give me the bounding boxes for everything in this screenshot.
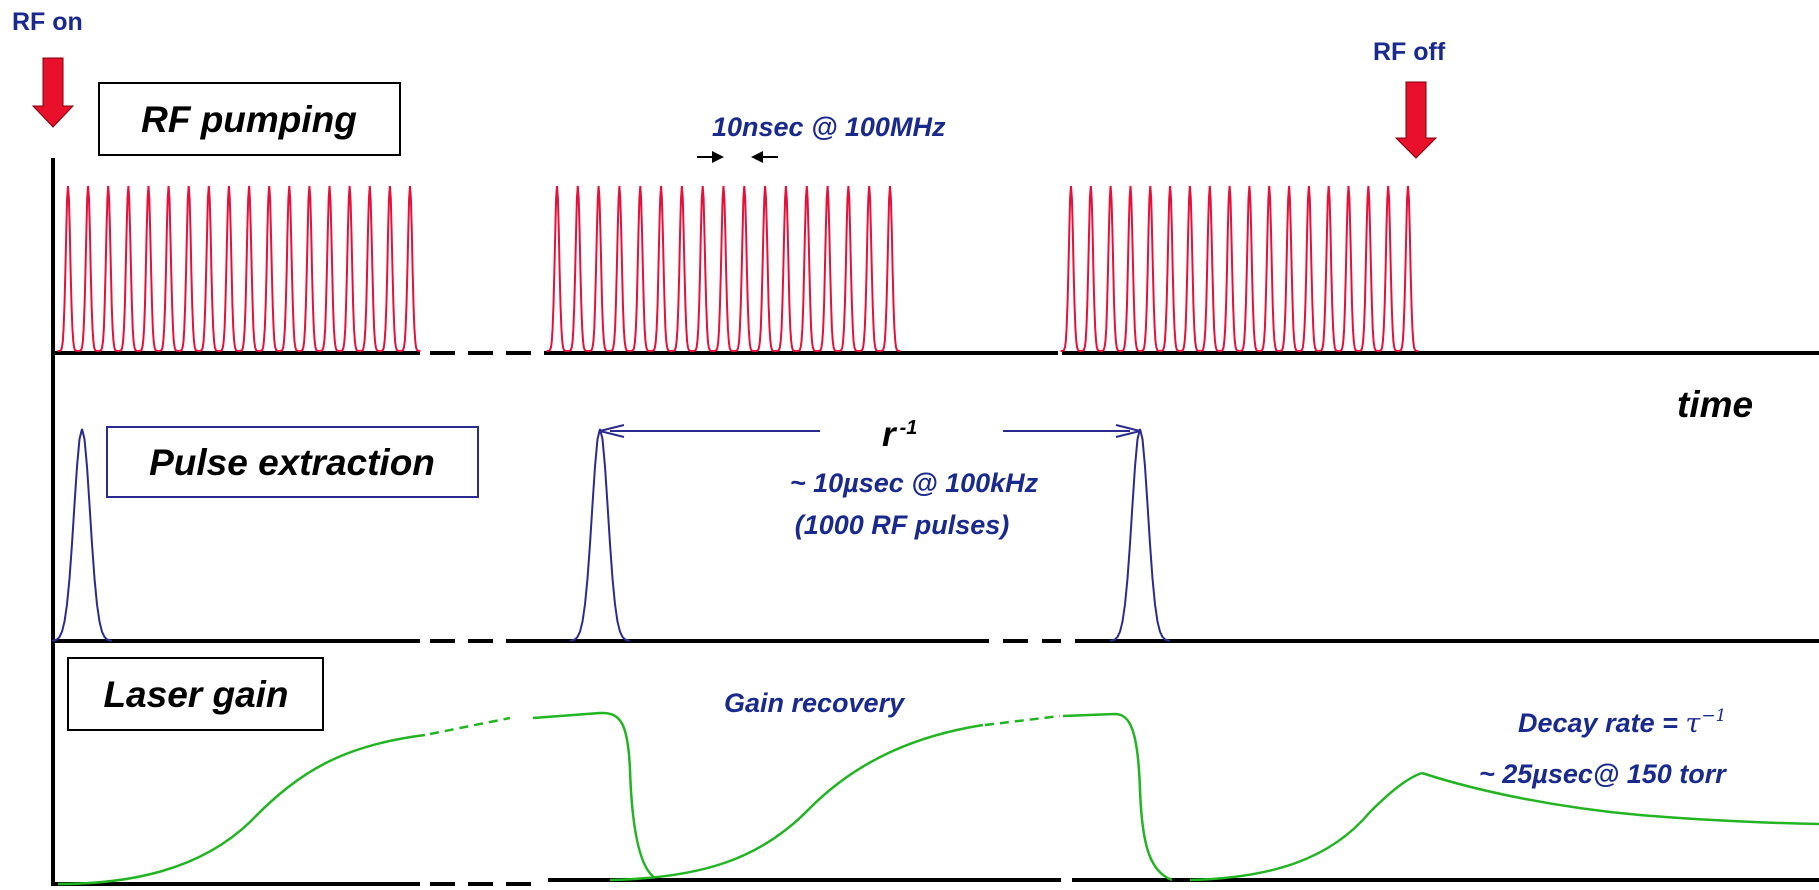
rf-pulse-train-3 [1060, 185, 1419, 352]
rf-pulse [399, 185, 421, 352]
rf-pulse [588, 185, 610, 352]
rf-pumping-label: RF pumping [141, 99, 357, 140]
decay-rate-exponent: −1 [1701, 706, 1726, 726]
rf-pulse-train-2 [546, 185, 901, 352]
rf-pulse [298, 185, 320, 352]
rf-pulse [796, 185, 818, 352]
rf-pulse [837, 185, 859, 352]
gain-curve [57, 711, 1819, 886]
rf-pulse [1258, 185, 1280, 352]
rf-pulse [1080, 185, 1102, 352]
rf-pulse [546, 185, 568, 352]
rf-pulse [1318, 185, 1340, 352]
rf-pumping-box: RF pumping [98, 82, 401, 156]
rf-pulse [238, 185, 260, 352]
rf-pulse [1120, 185, 1141, 352]
rf-pulse [1179, 185, 1201, 352]
extraction-pulses [51, 428, 1171, 642]
laser-gain-box: Laser gain [67, 657, 324, 731]
extraction-pulse [1109, 428, 1171, 642]
rf-pulse [1357, 185, 1379, 352]
gain-recovery-label: Gain recovery [724, 688, 906, 718]
rf-pulse [178, 185, 200, 352]
rf-pulse [650, 185, 672, 352]
rf-pulse [754, 185, 776, 352]
rf-pulse [692, 185, 714, 352]
decay-rate-label: Decay rate = τ−1 [1518, 706, 1726, 739]
rf-pulse [1377, 185, 1399, 352]
rf-pulse [138, 185, 159, 352]
pulse-spacing-label: 10nsec @ 100MHz [712, 112, 946, 142]
rf-on-label: RF on [12, 8, 83, 36]
rf-pulse [319, 185, 340, 352]
rf-pulse-count-label: (1000 RF pulses) [795, 510, 1010, 540]
rf-pulse [158, 185, 180, 352]
rf-pulse [117, 185, 139, 352]
rf-pulse [1159, 185, 1181, 352]
rf-pulse [198, 185, 220, 352]
rf-off-label: RF off [1373, 38, 1446, 66]
rf-pulse [1199, 185, 1221, 352]
rf-pulse [339, 185, 361, 352]
rf-pulse [379, 185, 401, 352]
time-axis-label: time [1677, 384, 1753, 425]
rf-pulse [713, 185, 734, 352]
rf-pulse [1100, 185, 1122, 352]
rf-pulse [1060, 185, 1082, 352]
rf-pulse [77, 185, 99, 352]
rf-pulse [1238, 185, 1260, 352]
extraction-pulse [569, 428, 631, 642]
rf-pulse [733, 185, 755, 352]
rf-pulse [858, 185, 880, 352]
rf-pulse [775, 185, 797, 352]
rf-pulse [97, 185, 119, 352]
rf-pulse [1139, 185, 1161, 352]
rf-on-arrow-icon [31, 57, 75, 128]
rep-rate-symbol: r -1 [882, 415, 917, 454]
pulse-spacing-arrows [697, 151, 778, 163]
gain-baseline [53, 878, 1819, 886]
rf-pulse [817, 185, 839, 352]
rep-rate-exponent: -1 [900, 417, 918, 439]
rf-pulse [359, 185, 381, 352]
rf-pulse [57, 185, 79, 352]
decay-rate-symbol: τ [1685, 708, 1701, 739]
rf-pulse [671, 185, 693, 352]
rf-pulse [1298, 185, 1320, 352]
rf-pulse [218, 185, 240, 352]
rf-pulse-train-1 [57, 185, 421, 352]
rep-period-label: ~ 10µsec @ 100kHz [790, 468, 1039, 498]
rf-pulse [608, 185, 630, 352]
rep-period-arrow [599, 424, 1141, 438]
extraction-pulse [51, 428, 113, 642]
rf-pulse [629, 185, 651, 352]
pulse-extraction-box: Pulse extraction [106, 426, 479, 498]
pulse-extraction-label: Pulse extraction [149, 442, 435, 483]
rf-pulse [567, 185, 589, 352]
rf-pulse [258, 185, 280, 352]
rf-pulse [879, 185, 901, 352]
rf-pulse [1338, 185, 1359, 352]
decay-time-label: ~ 25µsec@ 150 torr [1479, 759, 1727, 789]
rf-pulse [278, 185, 300, 352]
rf-pulse [1278, 185, 1300, 352]
laser-gain-label: Laser gain [103, 674, 288, 715]
rf-pulse [1219, 185, 1241, 352]
rf-off-arrow-icon [1394, 81, 1438, 159]
rf-pulse [1397, 185, 1419, 352]
